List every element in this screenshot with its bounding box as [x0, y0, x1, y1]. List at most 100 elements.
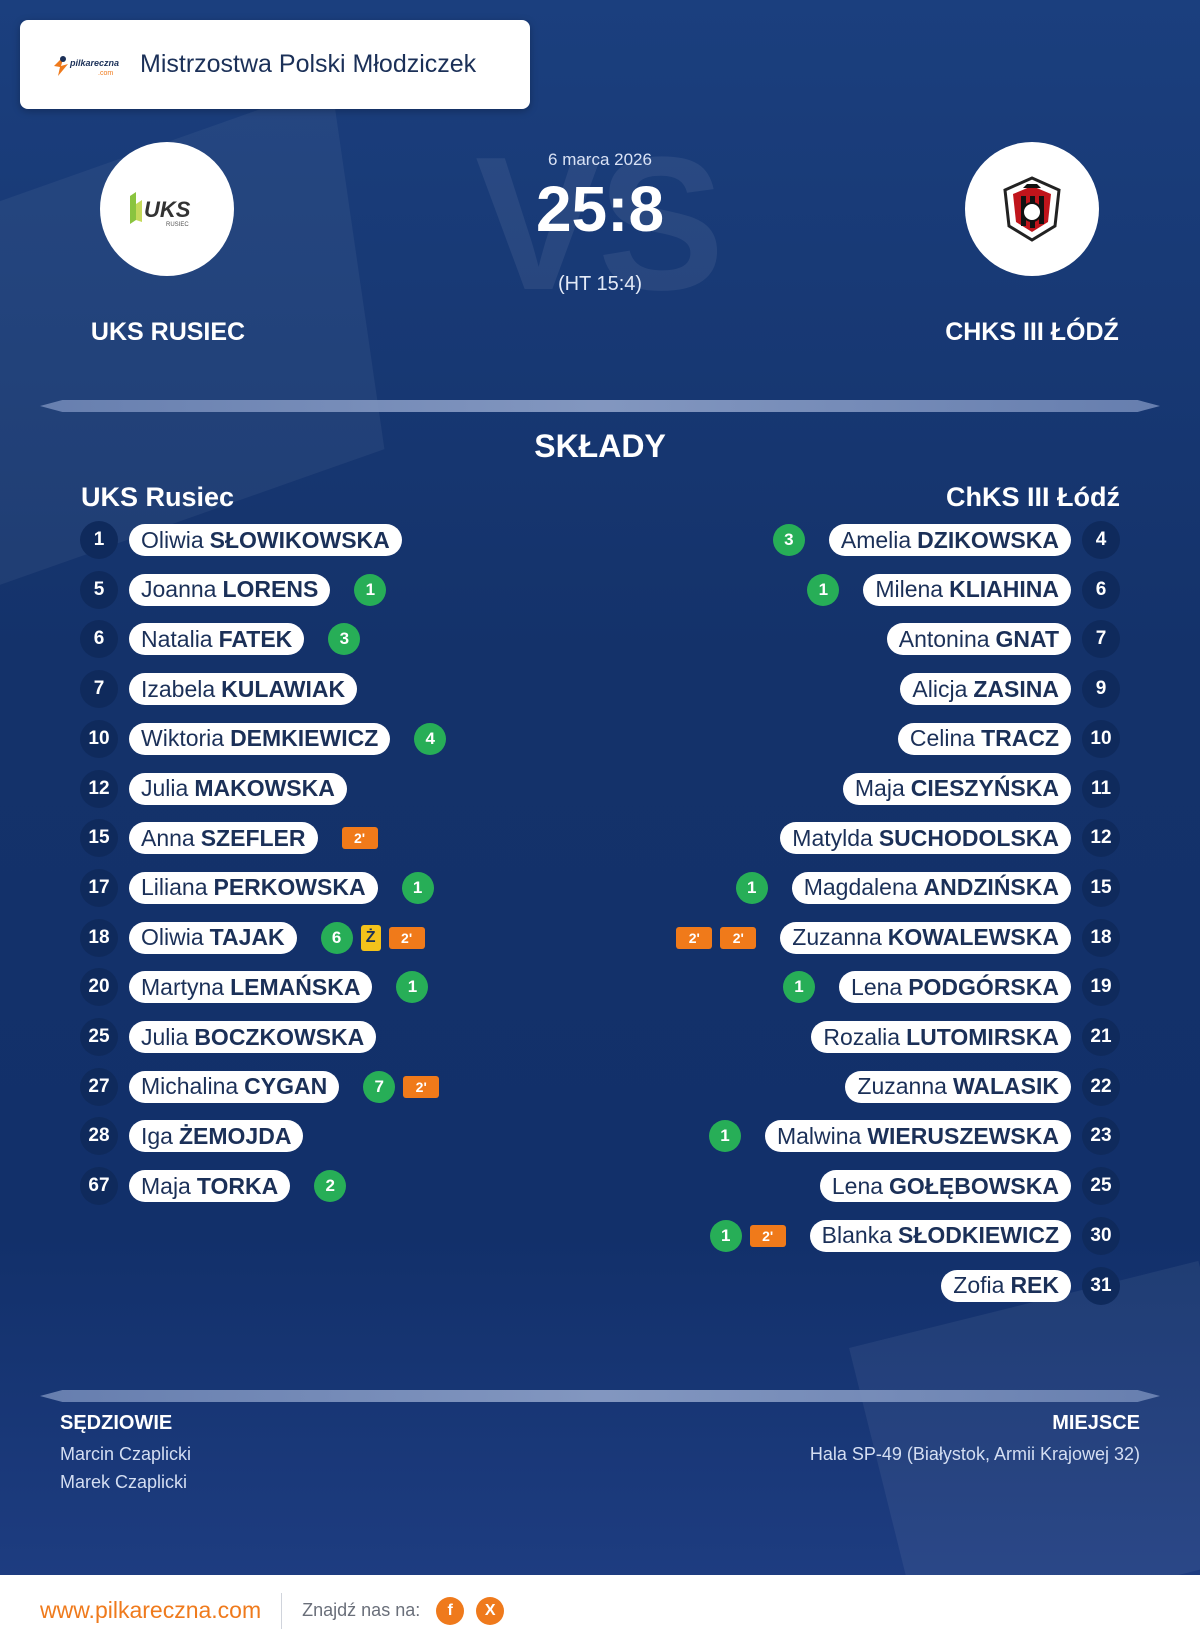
player-first-name: Martyna	[141, 973, 225, 1000]
player-row: 20 Martyna LEMAŃSKA 1	[80, 968, 429, 1007]
player-last-name: TORKA	[196, 1172, 279, 1199]
separator	[281, 1592, 283, 1629]
player-number: 4	[1082, 521, 1120, 559]
player-name: Anna SZEFLER	[129, 822, 318, 855]
player-number: 1	[80, 521, 118, 559]
player-name: Milena KLIAHINA	[863, 573, 1071, 606]
player-number: 25	[1082, 1167, 1120, 1206]
player-number: 18	[1082, 918, 1120, 957]
player-row: 1 2' Blanka SŁODKIEWICZ 30	[709, 1216, 1120, 1255]
player-first-name: Maja	[141, 1172, 191, 1199]
referees-title: SĘDZIOWIE	[60, 1412, 173, 1434]
player-last-name: ŻEMOJDA	[178, 1122, 292, 1149]
player-row: 3 Amelia DZIKOWSKA 4	[772, 521, 1120, 559]
player-name: Rozalia LUTOMIRSKA	[811, 1021, 1071, 1053]
player-row: Alicja ZASINA 9	[900, 670, 1120, 709]
goals-badge: 1	[401, 871, 434, 904]
goals-badge: 1	[783, 971, 816, 1004]
player-number: 17	[80, 868, 118, 907]
player-last-name: CYGAN	[244, 1073, 328, 1100]
vs-watermark: VS	[475, 118, 724, 330]
player-last-name: SŁODKIEWICZ	[898, 1222, 1059, 1249]
player-row: 27 Michalina CYGAN 7 2'	[80, 1067, 440, 1106]
player-name: Izabela KULAWIAK	[129, 673, 358, 706]
player-first-name: Wiktoria	[141, 725, 225, 752]
player-last-name: SZEFLER	[200, 824, 306, 851]
away-team-logo	[965, 142, 1099, 276]
player-first-name: Rozalia	[823, 1023, 901, 1050]
player-first-name: Zuzanna	[857, 1073, 947, 1100]
player-first-name: Michalina	[141, 1073, 239, 1100]
player-name: Amelia DZIKOWSKA	[828, 524, 1071, 556]
player-name: Julia BOCZKOWSKA	[129, 1021, 377, 1053]
player-first-name: Joanna	[141, 576, 217, 603]
player-number: 9	[1082, 670, 1120, 709]
player-last-name: GOŁĘBOWSKA	[889, 1172, 1059, 1199]
player-first-name: Izabela	[141, 675, 216, 702]
venue-name: Hala SP-49 (Białystok, Armii Krajowej 32…	[809, 1444, 1140, 1464]
player-name: Zuzanna KOWALEWSKA	[780, 921, 1071, 954]
player-last-name: PERKOWSKA	[213, 874, 366, 901]
player-name: Martyna LEMAŃSKA	[129, 971, 373, 1004]
halftime-score: (HT 15:4)	[557, 273, 643, 295]
player-row: 17 Liliana PERKOWSKA 1	[80, 868, 434, 907]
pilkareczna-logo: pilkareczna .com	[50, 50, 122, 80]
player-last-name: TRACZ	[981, 725, 1059, 752]
player-first-name: Natalia	[141, 625, 213, 652]
away-team-name: CHKS III ŁÓDŹ	[945, 318, 1119, 346]
competition-title: Mistrzostwa Polski Młodziczek	[140, 50, 477, 78]
player-row: 1 Oliwia SŁOWIKOWSKA	[80, 521, 402, 559]
player-name: Lena GOŁĘBOWSKA	[819, 1170, 1071, 1203]
player-last-name: TAJAK	[209, 924, 285, 951]
player-number: 7	[1082, 620, 1120, 659]
goals-badge: 2	[314, 1170, 347, 1203]
svg-text:.com: .com	[98, 70, 113, 77]
player-last-name: LORENS	[222, 576, 319, 603]
player-last-name: ZASINA	[973, 675, 1059, 702]
site-link[interactable]: www.pilkareczna.com	[40, 1597, 262, 1623]
player-number: 5	[80, 570, 118, 609]
player-last-name: MAKOWSKA	[194, 775, 335, 801]
player-row: Celina TRACZ 10	[897, 719, 1120, 758]
player-row: 1 Milena KLIAHINA 6	[807, 570, 1120, 609]
player-first-name: Malwina	[776, 1122, 862, 1149]
player-first-name: Julia	[141, 775, 189, 801]
player-last-name: FATEK	[218, 625, 293, 652]
player-row: 6 Natalia FATEK 3	[80, 620, 361, 659]
player-number: 7	[80, 670, 118, 709]
player-name: Oliwia SŁOWIKOWSKA	[129, 524, 402, 556]
goals-badge: 4	[414, 722, 447, 755]
player-first-name: Maja	[854, 775, 905, 801]
player-last-name: WIERUSZEWSKA	[867, 1122, 1059, 1149]
player-row: 1 Malwina WIERUSZEWSKA 23	[708, 1117, 1120, 1156]
player-row: 28 Iga ŻEMOJDA	[80, 1117, 304, 1156]
player-number: 22	[1082, 1067, 1120, 1106]
player-number: 6	[80, 620, 118, 659]
player-first-name: Lena	[831, 1172, 884, 1199]
goals-badge: 1	[396, 971, 429, 1004]
player-name: Wiktoria DEMKIEWICZ	[129, 722, 391, 755]
player-name: Natalia FATEK	[129, 623, 305, 656]
player-first-name: Blanka	[821, 1222, 892, 1249]
player-last-name: KULAWIAK	[221, 675, 346, 702]
player-first-name: Oliwia	[141, 526, 204, 553]
home-team-logo: UKS RUSIEC	[100, 142, 234, 276]
player-number: 31	[1082, 1266, 1120, 1305]
goals-badge: 3	[328, 623, 361, 656]
player-number: 67	[80, 1167, 118, 1206]
divider	[40, 400, 1160, 412]
player-first-name: Oliwia	[141, 924, 204, 951]
player-last-name: SUCHODOLSKA	[878, 824, 1059, 851]
svg-text:RUSIEC: RUSIEC	[166, 222, 189, 228]
facebook-icon[interactable]: f	[436, 1596, 465, 1625]
player-name: Blanka SŁODKIEWICZ	[809, 1219, 1071, 1252]
referee-name: Marek Czaplicki	[60, 1472, 188, 1492]
player-number: 28	[80, 1117, 118, 1156]
goals-badge: 1	[708, 1120, 741, 1153]
player-name: Iga ŻEMOJDA	[129, 1120, 304, 1153]
player-name: Malwina WIERUSZEWSKA	[764, 1120, 1071, 1153]
x-icon[interactable]: X	[476, 1596, 505, 1625]
player-last-name: REK	[1010, 1272, 1059, 1298]
player-first-name: Zuzanna	[792, 924, 882, 951]
player-first-name: Liliana	[141, 874, 208, 901]
